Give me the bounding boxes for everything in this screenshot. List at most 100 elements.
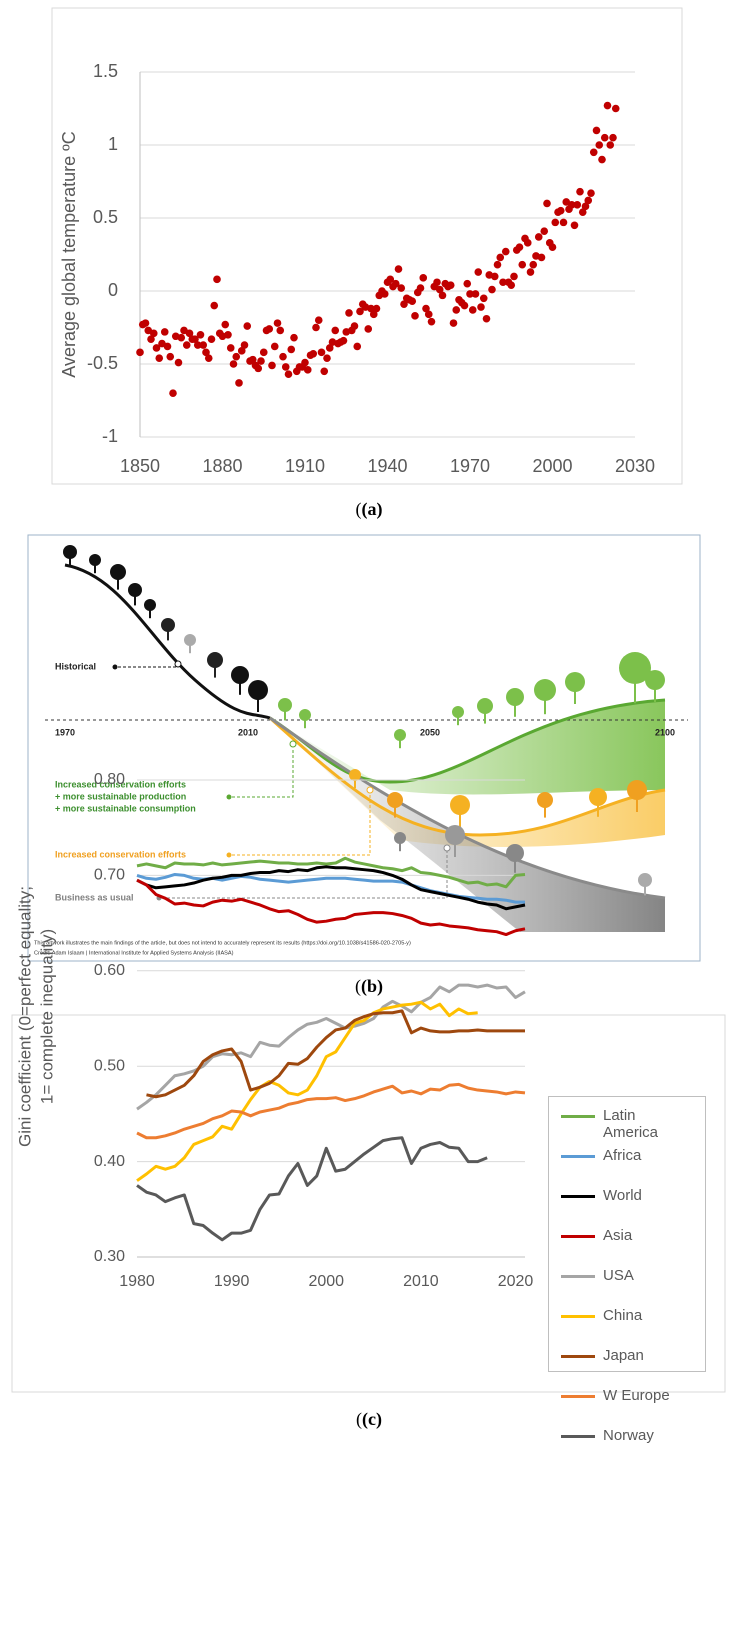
x-tick-label: 1990	[214, 1273, 250, 1290]
point	[461, 302, 469, 310]
y-tick-label: 0.5	[93, 207, 118, 227]
x-tick-label: 2010	[403, 1273, 439, 1290]
y-axis-label: 1= complete inequality)	[37, 929, 56, 1104]
point	[235, 379, 243, 387]
point	[312, 324, 320, 332]
point	[276, 327, 284, 335]
point	[538, 254, 546, 262]
point	[428, 318, 436, 326]
point	[408, 297, 416, 305]
point	[604, 102, 612, 110]
tree-crown	[63, 545, 77, 559]
tree-crown	[450, 795, 470, 815]
tree-crown	[565, 672, 585, 692]
legend-label: W Europe	[603, 1387, 677, 1404]
point	[213, 276, 221, 284]
y-tick-label: 1.5	[93, 61, 118, 81]
point	[543, 200, 551, 208]
point	[417, 284, 425, 292]
marker	[444, 845, 450, 851]
point	[571, 222, 579, 230]
point	[169, 389, 177, 397]
dot	[227, 795, 232, 800]
caption: ((a)	[356, 499, 383, 520]
tree-crown	[506, 844, 524, 862]
point	[260, 349, 268, 357]
point	[510, 273, 518, 281]
point	[274, 319, 282, 327]
point	[304, 366, 312, 374]
legend-label: Africa	[603, 1147, 677, 1164]
x-tick-label: 2000	[532, 456, 572, 476]
point	[243, 322, 251, 330]
caption-letter: (a)	[362, 499, 383, 520]
point	[166, 353, 174, 361]
tree-crown	[128, 583, 142, 597]
point	[587, 189, 595, 197]
point	[463, 280, 471, 288]
year-label: 1970	[55, 727, 75, 737]
x-tick-label: 2020	[498, 1273, 534, 1290]
tree-crown	[445, 825, 465, 845]
point	[175, 359, 183, 367]
point	[496, 254, 504, 262]
tree-crown	[349, 769, 361, 781]
point	[601, 134, 609, 142]
x-tick-label: 1850	[120, 456, 160, 476]
tree-crown	[627, 780, 647, 800]
point	[483, 315, 491, 323]
point	[221, 321, 229, 329]
tree-crown	[477, 698, 493, 714]
point	[518, 261, 526, 269]
point	[353, 343, 361, 351]
point	[227, 344, 235, 352]
point	[232, 353, 240, 361]
caption: ((c)	[356, 1409, 382, 1430]
point	[230, 360, 238, 368]
point	[477, 303, 485, 311]
point	[241, 341, 249, 349]
point	[164, 343, 172, 351]
point	[516, 243, 524, 251]
point	[397, 284, 405, 292]
y-axis-label: Gini coefficient (0=perfect equality;	[15, 886, 34, 1147]
point	[425, 311, 433, 319]
tree-crown	[589, 788, 607, 806]
tree-crown	[207, 652, 223, 668]
tree-crown	[387, 792, 403, 808]
marker	[367, 787, 373, 793]
point	[540, 227, 548, 235]
tree-crown	[452, 706, 464, 718]
legend-swatch	[561, 1275, 595, 1278]
point	[265, 325, 273, 333]
point	[474, 268, 482, 276]
point	[411, 312, 419, 320]
tree-crown	[110, 564, 126, 580]
point	[279, 353, 287, 361]
tree-crown	[278, 698, 292, 712]
legend-label: USA	[603, 1267, 677, 1284]
point	[593, 127, 601, 135]
point	[224, 331, 232, 339]
x-tick-label: 1970	[450, 456, 490, 476]
point	[491, 273, 499, 281]
tree-crown	[161, 618, 175, 632]
point	[433, 278, 441, 286]
caption: ((b)	[355, 976, 383, 997]
point	[199, 341, 207, 349]
point	[557, 207, 565, 215]
y-tick-label: 0.40	[94, 1153, 125, 1170]
point	[529, 261, 537, 269]
point	[590, 149, 598, 157]
point	[301, 359, 309, 367]
year-label: 2050	[420, 727, 440, 737]
legend-swatch	[561, 1395, 595, 1398]
scenario-label: Business as usual	[55, 892, 134, 902]
point	[257, 357, 265, 365]
caption-letter: (b)	[361, 976, 383, 997]
point	[290, 334, 298, 342]
point	[208, 335, 216, 343]
marker	[175, 661, 181, 667]
y-tick-label: 0	[108, 280, 118, 300]
point	[488, 286, 496, 294]
